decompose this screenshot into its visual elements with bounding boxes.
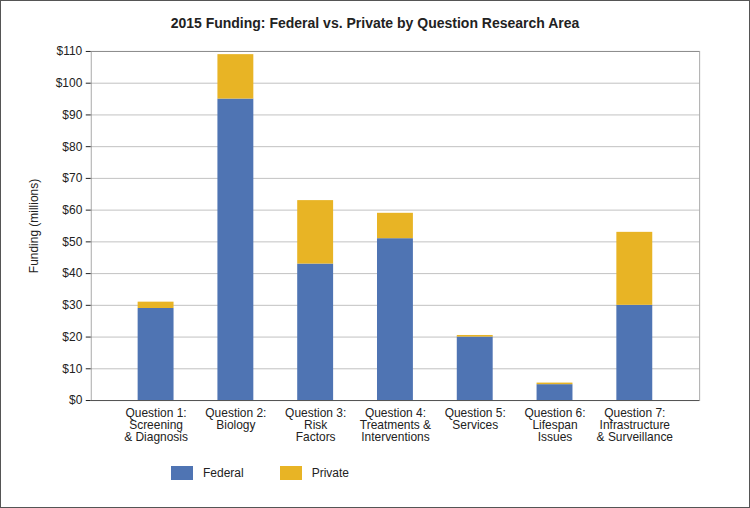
- svg-text:$20: $20: [62, 330, 82, 344]
- svg-text:Funding (millions): Funding (millions): [27, 179, 41, 273]
- svg-text:$10: $10: [62, 362, 82, 376]
- html-text:2015 Funding: Federal vs. Priv: 2015 Funding: Federal vs. Private by Que…: [170, 15, 580, 31]
- svg-text:Question 7:Infrastructure& Sur: Question 7:Infrastructure& Surveillance: [597, 406, 674, 444]
- svg-text:Question 2:Biology: Question 2:Biology: [205, 406, 266, 432]
- svg-text:Question 4:Treatments &Interve: Question 4:Treatments &Interventions: [360, 406, 431, 444]
- svg-text:$60: $60: [62, 203, 82, 217]
- svg-text:$80: $80: [62, 139, 82, 153]
- svg-text:$70: $70: [62, 171, 82, 185]
- html-text:Private: Private: [311, 465, 349, 480]
- svg-text:$30: $30: [62, 298, 82, 312]
- svg-text:Question 6:LifespanIssues: Question 6:LifespanIssues: [524, 406, 585, 444]
- svg-text:Question 5:Services: Question 5:Services: [445, 406, 506, 432]
- svg-text:$110: $110: [57, 44, 83, 58]
- svg-text:Question 1:Screening& Diagnosi: Question 1:Screening& Diagnosis: [124, 406, 188, 444]
- svg-text:$100: $100: [56, 76, 83, 90]
- svg-text:$0: $0: [69, 393, 83, 407]
- svg-text:$40: $40: [62, 266, 82, 280]
- svg-text:$50: $50: [62, 235, 82, 249]
- html-text:Federal: Federal: [203, 465, 244, 480]
- svg-text:$90: $90: [62, 108, 82, 122]
- svg-text:Question 3:RiskFactors: Question 3:RiskFactors: [285, 406, 346, 444]
